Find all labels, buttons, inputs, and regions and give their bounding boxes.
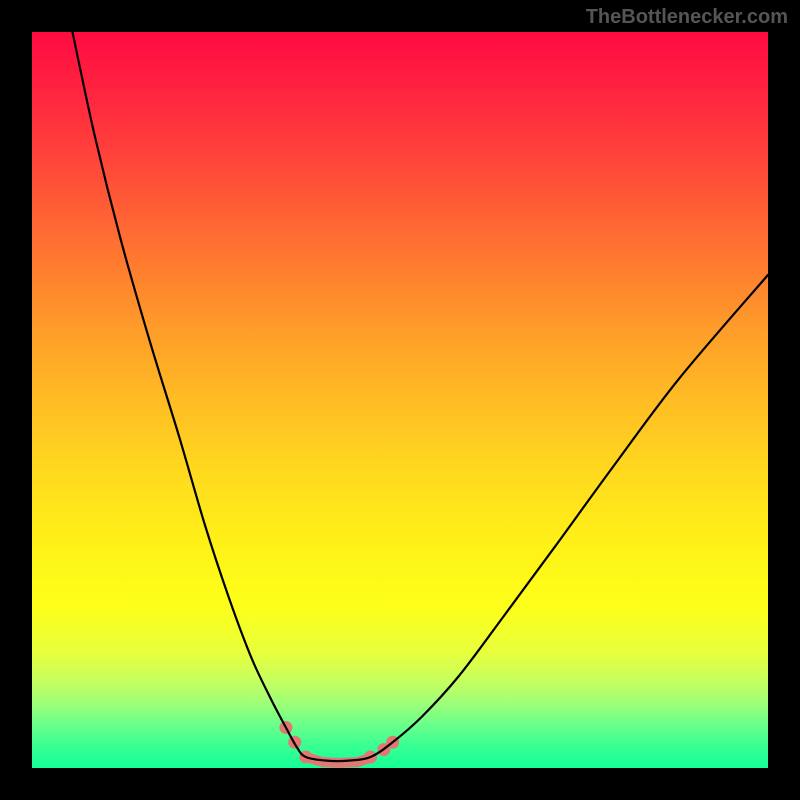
gradient-background: [32, 32, 768, 768]
chart-frame: TheBottlenecker.com: [0, 0, 800, 800]
watermark-text: TheBottlenecker.com: [586, 6, 788, 29]
bottleneck-curve-plot: [32, 32, 768, 768]
